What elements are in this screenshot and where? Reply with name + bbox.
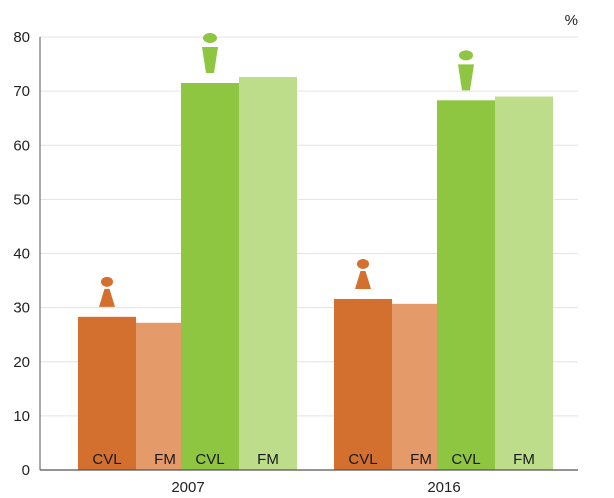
male-icon	[458, 50, 474, 91]
bar-label: FM	[410, 451, 432, 468]
bar	[181, 83, 239, 470]
y-tick-label: 10	[13, 408, 30, 425]
bar-group-2016: CVL FM CVL FM	[334, 50, 553, 471]
y-tick-label: 40	[13, 246, 30, 263]
icon-body	[202, 47, 218, 74]
icon-body	[355, 270, 371, 289]
icon-head	[101, 276, 113, 287]
bar-label: FM	[154, 451, 176, 468]
bar-label: CVL	[195, 451, 224, 468]
icon-body	[458, 64, 474, 91]
bar-label: FM	[257, 451, 279, 468]
bar-label: FM	[513, 451, 535, 468]
y-tick-label: 70	[13, 83, 30, 100]
y-tick-label: 80	[13, 29, 30, 46]
x-axis: 2007 2016	[40, 469, 578, 496]
bar-label: CVL	[92, 451, 121, 468]
bar-group-2007: CVL FM CVL FM	[78, 33, 297, 471]
icon-head	[459, 50, 473, 61]
bar	[334, 298, 392, 470]
female-icon	[99, 276, 115, 307]
male-icon	[202, 33, 218, 74]
unit-label: %	[565, 12, 578, 29]
y-tick-label: 20	[13, 354, 30, 371]
bars: CVL FM CVL FM CVL FM CVL FM	[78, 33, 553, 471]
icon-head	[357, 258, 369, 269]
x-tick-label: 2016	[427, 479, 460, 496]
y-tick-label: 30	[13, 300, 30, 317]
female-icon	[355, 258, 371, 289]
y-axis: 0 10 20 30 40 50 60 70 80	[13, 29, 41, 479]
x-tick-label: 2007	[171, 479, 204, 496]
y-tick-label: 50	[13, 191, 30, 208]
icon-head	[203, 33, 217, 44]
bar	[495, 96, 553, 470]
bar-label: CVL	[451, 451, 480, 468]
y-tick-label: 60	[13, 137, 30, 154]
bar	[239, 77, 297, 471]
icon-body	[99, 288, 115, 307]
y-tick-label: 0	[22, 462, 30, 479]
bar	[437, 100, 495, 471]
bar-label: CVL	[348, 451, 377, 468]
bar	[78, 316, 136, 470]
